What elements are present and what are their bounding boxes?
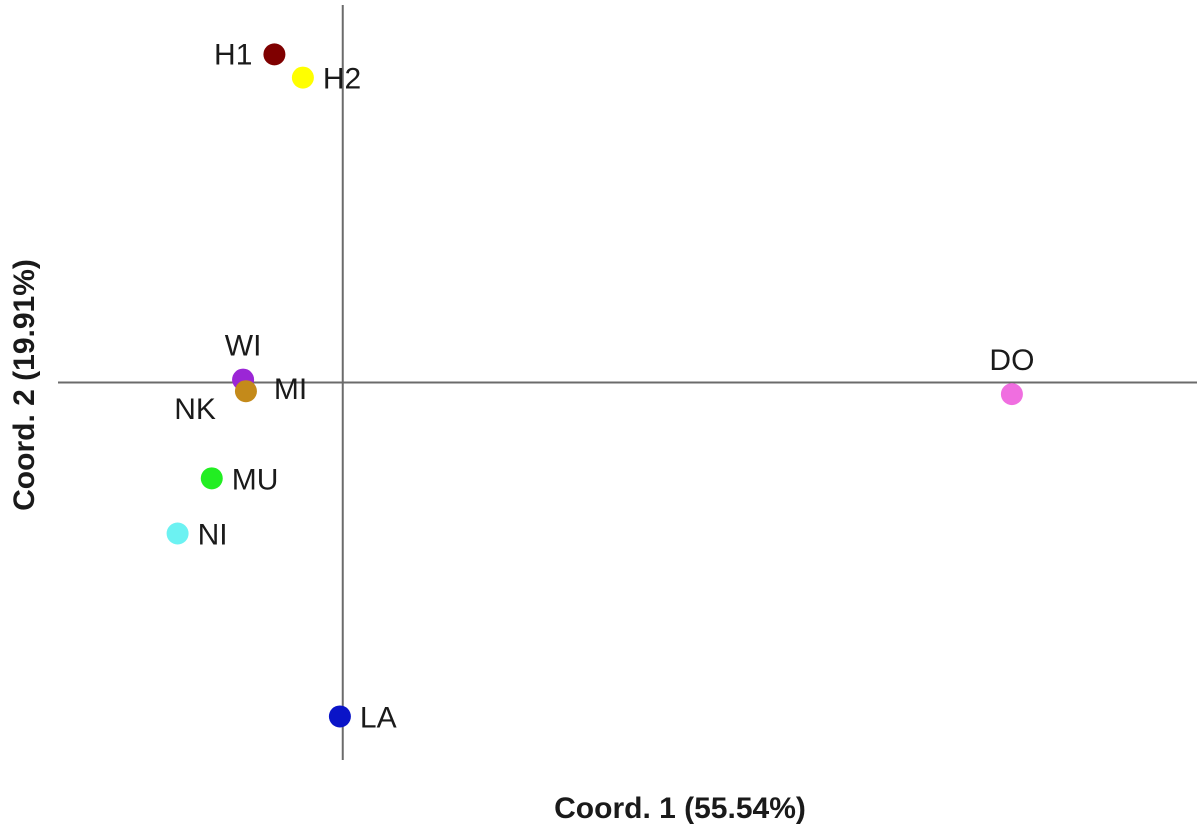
point-do	[1000, 383, 1023, 406]
x-axis-title: Coord. 1 (55.54%)	[554, 792, 806, 825]
point-label-la: LA	[360, 701, 397, 734]
point-la	[328, 705, 351, 728]
point-nk	[234, 380, 257, 403]
point-ni	[166, 522, 189, 545]
point-label-mi: MI	[274, 373, 307, 406]
point-label-mu: MU	[232, 463, 279, 496]
point-label-nk: NK	[174, 393, 216, 426]
point-mu	[200, 467, 223, 490]
point-h2	[291, 66, 314, 89]
y-axis-title: Coord. 2 (19.91%)	[8, 259, 41, 511]
point-label-wi: WI	[225, 330, 262, 363]
point-label-do: DO	[989, 344, 1034, 377]
point-h1	[263, 43, 286, 66]
point-label-h2: H2	[323, 63, 361, 96]
point-label-h1: H1	[214, 38, 252, 71]
point-label-ni: NI	[198, 519, 228, 552]
points-layer	[166, 43, 1023, 728]
